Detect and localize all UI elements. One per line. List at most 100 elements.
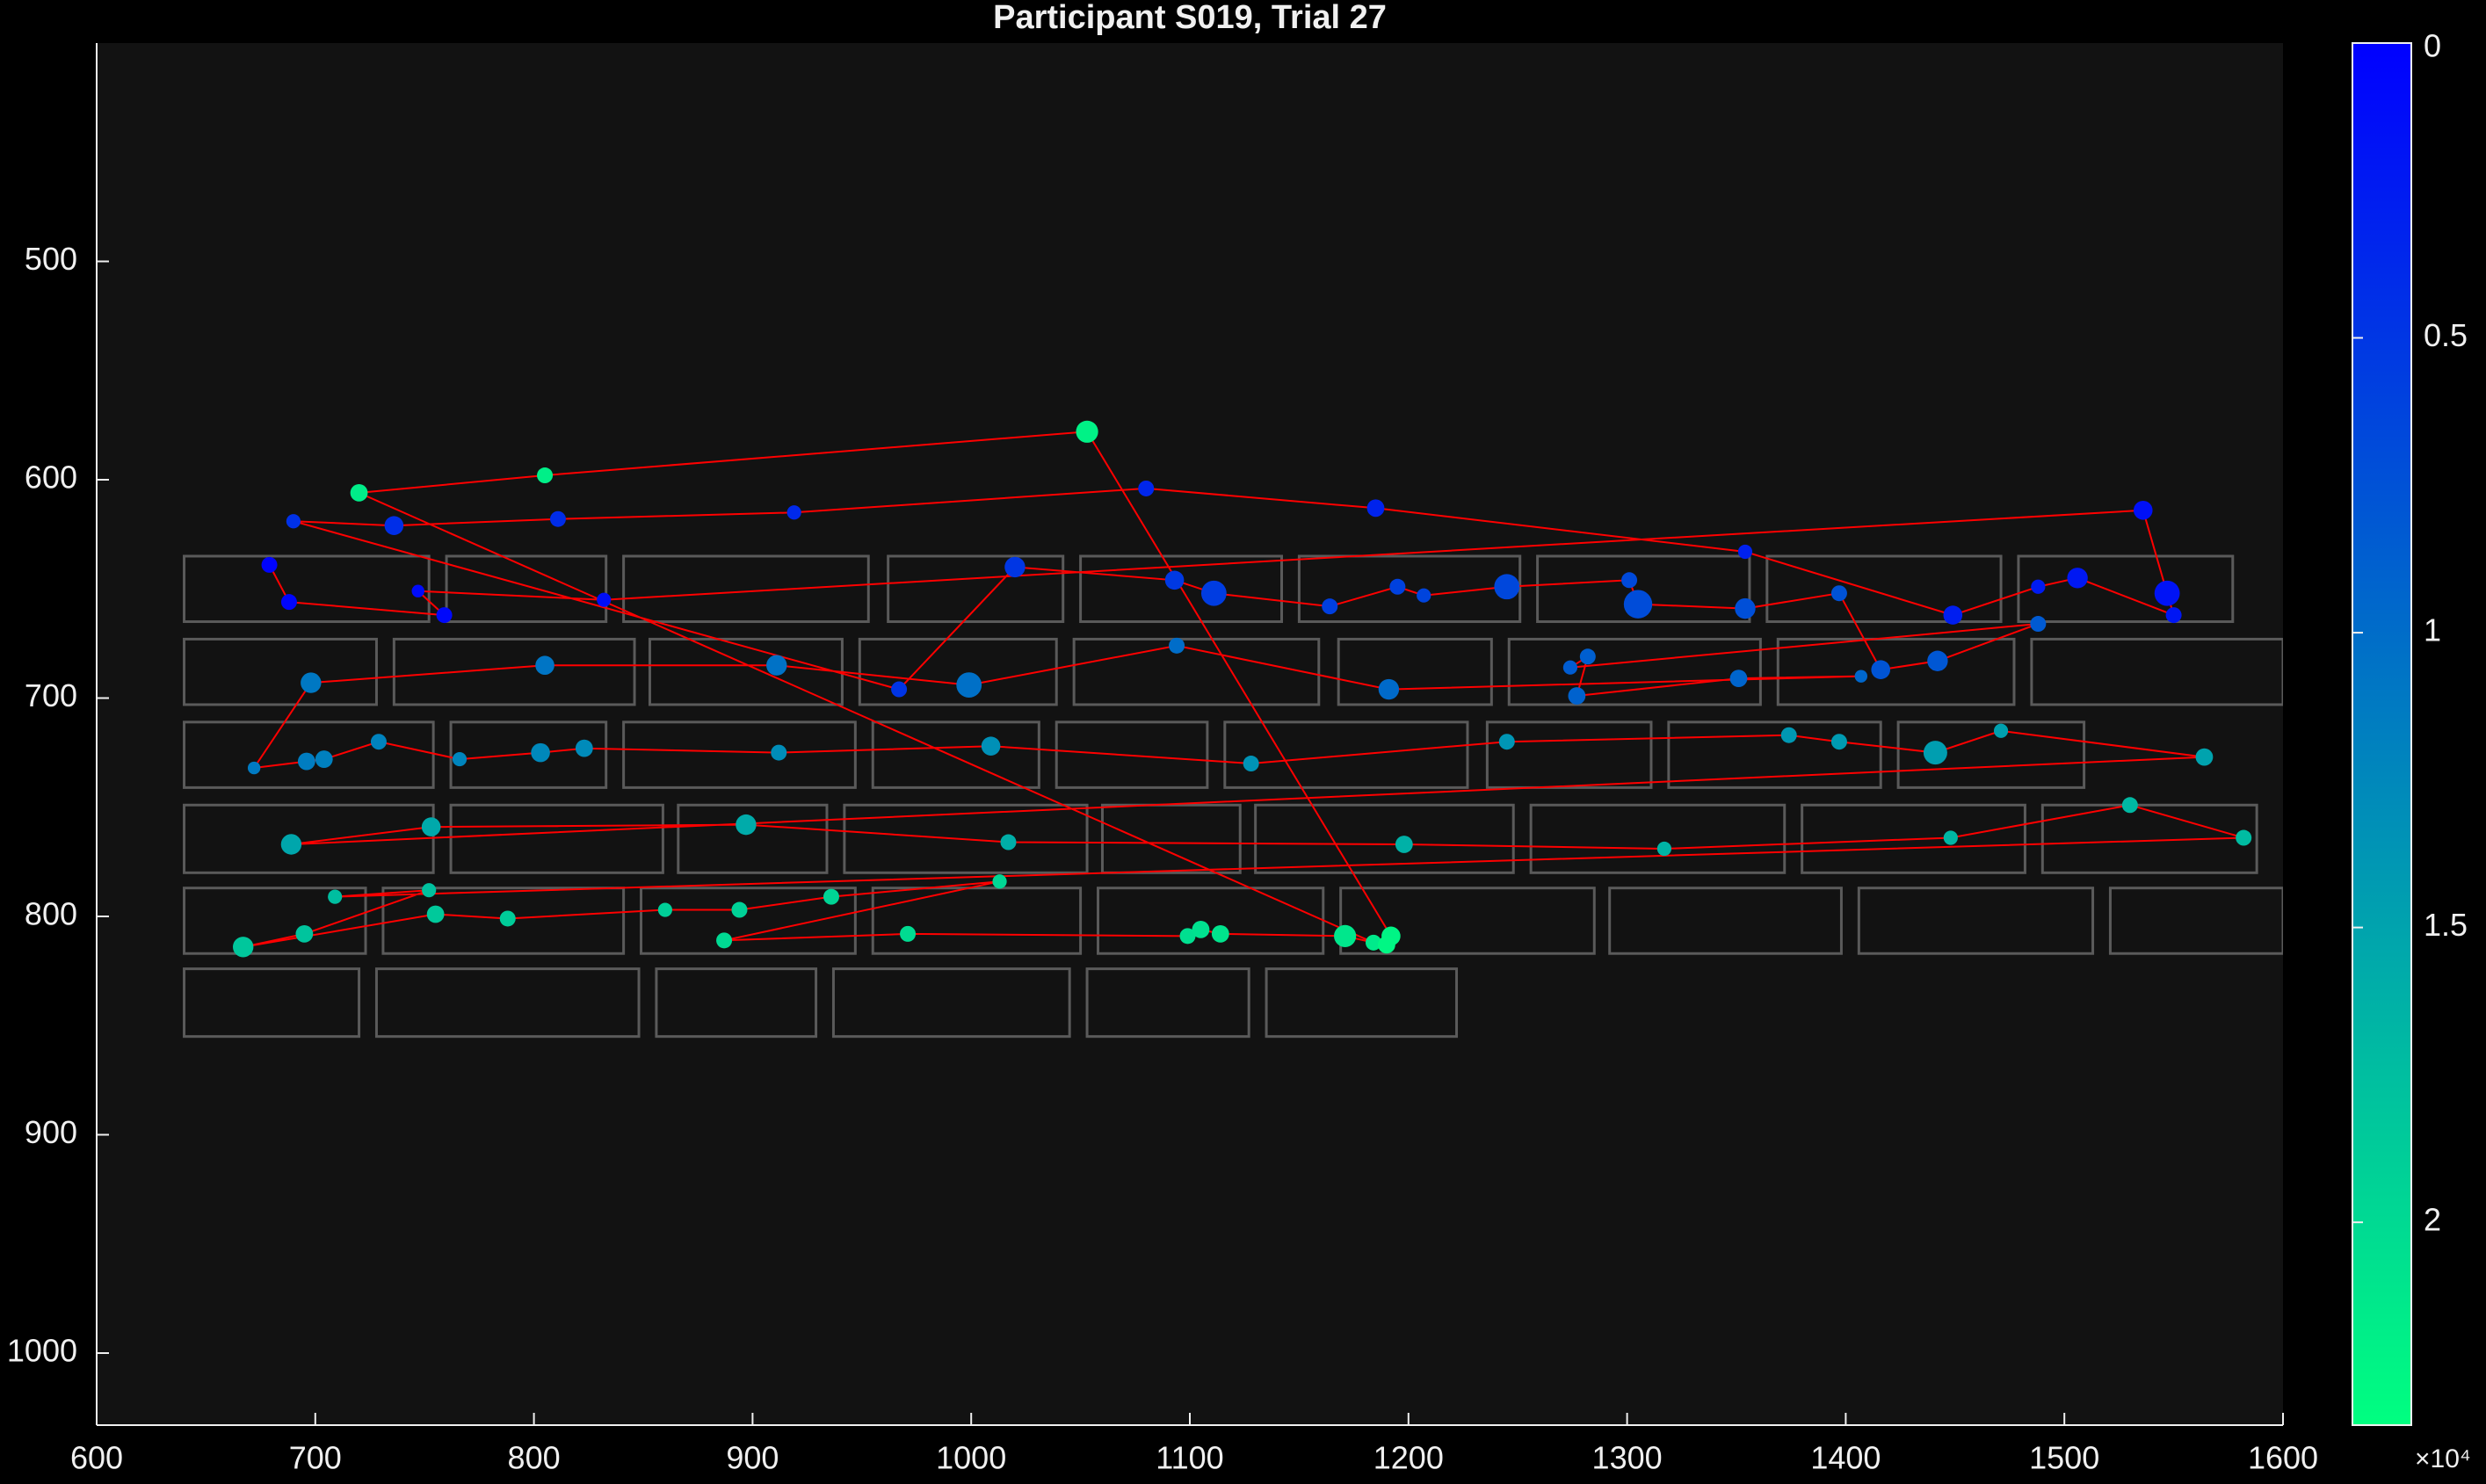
aoi-box xyxy=(449,720,608,789)
aoi-box xyxy=(449,803,664,874)
aoi-box xyxy=(2040,803,2258,874)
fixation xyxy=(295,924,314,943)
aoi-box xyxy=(1339,887,1596,955)
fixation xyxy=(1417,588,1431,603)
fixation xyxy=(531,742,550,763)
aoi-box xyxy=(183,887,367,955)
aoi-box xyxy=(183,554,431,624)
fixation xyxy=(350,484,368,502)
fixation xyxy=(1562,660,1578,675)
aoi-box xyxy=(843,803,1089,874)
x-tick-label: 1100 xyxy=(1156,1440,1223,1476)
aoi-box xyxy=(622,720,857,789)
aoi-box xyxy=(183,803,435,874)
fixation xyxy=(1621,572,1638,589)
colorbar-tick-label: 0.5 xyxy=(2424,317,2468,353)
colorbar-tick-label: 1 xyxy=(2424,612,2441,648)
fixation xyxy=(384,516,404,535)
x-tick-label: 600 xyxy=(70,1440,123,1476)
fixation xyxy=(1923,741,1947,765)
fixation xyxy=(280,594,297,611)
fixation xyxy=(1498,734,1515,750)
fixation xyxy=(1395,836,1413,853)
fixation xyxy=(597,592,612,607)
fixation xyxy=(2121,797,2138,814)
fixation xyxy=(1993,723,2009,738)
fixation xyxy=(2067,568,2088,589)
aoi-box xyxy=(1801,803,2026,874)
aoi-box xyxy=(381,887,626,955)
fixation xyxy=(370,734,387,750)
aoi-box xyxy=(392,637,636,706)
y-tick-label: 500 xyxy=(25,241,77,277)
fixation xyxy=(786,505,801,520)
fixation xyxy=(537,467,554,484)
x-tick-label: 1400 xyxy=(1810,1440,1881,1476)
aoi-box xyxy=(640,887,857,955)
fixation xyxy=(422,883,437,898)
colorbar-tick-label: 1.5 xyxy=(2424,907,2468,943)
y-tick-label: 600 xyxy=(25,460,77,496)
aoi-box xyxy=(871,720,1040,789)
fixation xyxy=(1378,936,1395,954)
aoi-box xyxy=(1337,637,1493,706)
fixation xyxy=(2165,607,2182,624)
y-tick-label: 700 xyxy=(25,677,77,713)
aoi-box xyxy=(1857,887,2095,955)
fixation xyxy=(1389,578,1406,595)
fixation xyxy=(657,902,672,917)
fixation xyxy=(1579,648,1596,665)
aoi-box xyxy=(1536,554,1751,624)
fixation xyxy=(2133,500,2153,520)
fixation xyxy=(1334,924,1357,947)
aoi-box xyxy=(1608,887,1843,955)
colorbar-tick-label: 0 xyxy=(2424,28,2441,64)
aoi-box xyxy=(1055,720,1209,789)
fixation xyxy=(1780,727,1797,743)
aoi-box xyxy=(2017,554,2235,624)
fixation xyxy=(992,874,1007,889)
colorbar-multiplier: ×10⁴ xyxy=(2415,1444,2471,1473)
fixation xyxy=(731,901,748,918)
x-tick-label: 1500 xyxy=(2029,1440,2099,1476)
fixation xyxy=(891,681,908,698)
aoi-box xyxy=(887,554,1065,624)
fixation xyxy=(575,739,593,757)
fixation xyxy=(956,672,982,698)
fixation xyxy=(452,751,467,767)
aoi-box xyxy=(1265,967,1459,1039)
fixation xyxy=(1943,605,1963,625)
fixation xyxy=(2030,616,2047,633)
fixation xyxy=(411,584,424,597)
x-tick-label: 1600 xyxy=(2248,1440,2318,1476)
aoi-box xyxy=(1667,720,1882,789)
colorbar xyxy=(2352,43,2411,1425)
fixation xyxy=(1623,590,1653,619)
aoi-box xyxy=(1072,637,1321,706)
fixation xyxy=(280,834,302,855)
fixation xyxy=(261,556,278,573)
aoi-box xyxy=(1765,554,2003,624)
fixation xyxy=(1000,834,1017,851)
fixation xyxy=(1366,499,1385,518)
colorbar-tick-label: 2 xyxy=(2424,1202,2441,1238)
fixation xyxy=(1179,928,1196,945)
x-tick-label: 1300 xyxy=(1592,1440,1663,1476)
fixation xyxy=(1830,585,1847,602)
fixation xyxy=(535,655,554,676)
aoi-box xyxy=(1529,803,1787,874)
aoi-box xyxy=(1896,720,2086,789)
fixation xyxy=(1830,734,1847,750)
fixation xyxy=(328,889,343,904)
fixation xyxy=(286,514,301,529)
aoi-box xyxy=(1485,720,1653,789)
aoi-box xyxy=(1254,803,1515,874)
fixation xyxy=(2236,829,2252,846)
aoi-box xyxy=(183,720,435,789)
fixation xyxy=(1854,670,1868,683)
fixation xyxy=(1729,670,1748,688)
aoi-box xyxy=(2108,887,2283,955)
fixation xyxy=(1735,597,1756,619)
fixation xyxy=(549,510,566,527)
